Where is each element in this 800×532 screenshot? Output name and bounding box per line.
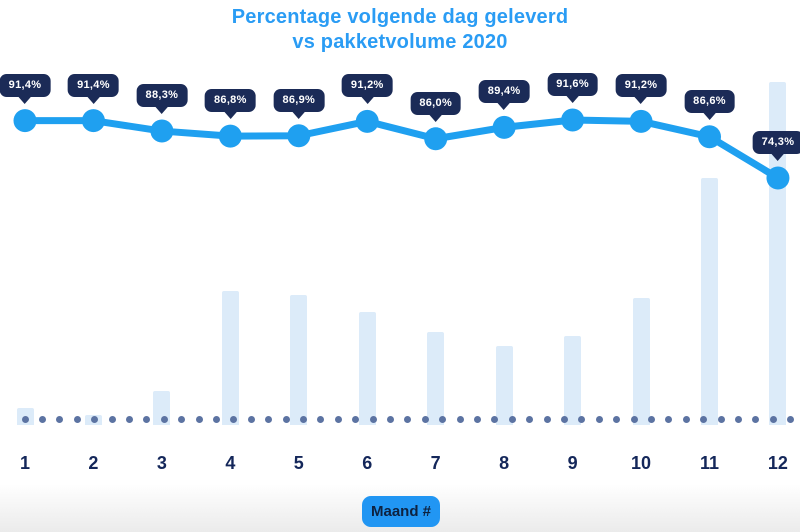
data-point-marker — [629, 109, 653, 133]
data-point-marker — [81, 109, 105, 133]
baseline-dot — [247, 415, 255, 423]
x-axis-title-label: Maand # — [370, 503, 431, 520]
value-tooltip: 91,2% — [341, 74, 393, 98]
data-point-marker — [424, 127, 448, 151]
value-tooltip: 86,8% — [204, 89, 256, 113]
baseline-dot — [491, 415, 499, 423]
value-tooltip: 91,6% — [547, 73, 598, 96]
baseline-dot — [456, 415, 464, 423]
baseline-dot — [21, 415, 29, 423]
baseline-dot — [317, 415, 325, 423]
x-axis-label: 10 — [631, 453, 652, 473]
volume-bar — [701, 178, 718, 425]
baseline-dot — [212, 415, 220, 423]
baseline-dot — [282, 415, 290, 423]
baseline-dot — [682, 415, 690, 423]
baseline-dot — [160, 415, 168, 423]
data-point-marker — [766, 166, 790, 190]
baseline-dot — [195, 415, 203, 423]
baseline-dot — [73, 415, 81, 423]
baseline-dot — [560, 415, 568, 423]
baseline-dot — [108, 415, 116, 423]
data-point-marker — [150, 119, 174, 143]
baseline-dot — [230, 415, 238, 423]
data-point-marker — [218, 124, 242, 148]
baseline-dot — [613, 415, 621, 423]
baseline-dot — [717, 415, 725, 423]
baseline-dot — [769, 415, 777, 423]
x-axis-label: 8 — [499, 453, 510, 473]
baseline-dot — [595, 415, 603, 423]
baseline-dot — [178, 415, 186, 423]
chart-title-line1: Percentage volgende dag geleverd — [231, 6, 569, 28]
baseline-dot — [665, 415, 673, 423]
x-axis-label: 3 — [156, 453, 167, 473]
baseline-dot — [56, 415, 64, 423]
chart-title: Percentage volgende dag geleverd vs pakk… — [0, 5, 800, 55]
baseline-dot — [630, 415, 638, 423]
value-tooltip: 86,6% — [684, 89, 735, 113]
trend-line — [21, 116, 782, 182]
baseline-dot — [143, 415, 151, 423]
baseline-dot — [543, 415, 551, 423]
volume-bar — [221, 291, 239, 425]
volume-bar — [564, 335, 582, 425]
data-point-marker — [287, 124, 311, 148]
data-point-marker — [698, 125, 721, 149]
baseline-dot — [421, 415, 429, 423]
baseline-dot — [91, 415, 99, 423]
baseline-dot — [647, 415, 655, 423]
baseline-dot — [352, 415, 360, 423]
value-tooltip: 86,9% — [273, 88, 325, 112]
x-axis-label: 6 — [362, 453, 373, 473]
baseline-dot — [526, 415, 534, 423]
x-axis-label: 5 — [293, 453, 304, 473]
baseline-dot — [734, 415, 742, 423]
data-point-marker — [13, 109, 37, 133]
baseline-dot — [38, 415, 46, 423]
value-tooltip: 89,4% — [478, 80, 530, 104]
x-axis-label: 1 — [19, 453, 31, 473]
value-tooltip: 91,4% — [68, 73, 119, 97]
data-point-marker — [561, 108, 585, 132]
baseline-dot — [700, 415, 708, 423]
x-axis-title-badge: Maand # — [362, 496, 440, 527]
value-tooltip: 91,2% — [615, 74, 667, 98]
data-point-marker — [355, 109, 379, 133]
x-axis-label: 9 — [567, 453, 578, 473]
baseline-dot — [334, 415, 342, 423]
baseline-dot — [508, 415, 516, 423]
x-axis-label: 12 — [767, 453, 788, 473]
volume-bar — [632, 298, 650, 425]
x-axis-label: 2 — [88, 453, 99, 473]
baseline-dot — [125, 415, 133, 423]
volume-bar — [495, 346, 513, 425]
value-tooltip: 74,3% — [752, 130, 800, 154]
x-axis-label: 4 — [225, 453, 236, 473]
baseline-dot — [265, 415, 273, 423]
x-axis-label: 11 — [699, 453, 720, 473]
value-tooltip: 88,3% — [136, 84, 188, 108]
baseline-dot — [752, 415, 760, 423]
chart-title-line2: vs pakketvolume 2020 — [292, 31, 508, 53]
baseline-dot — [369, 415, 377, 423]
value-tooltip: 91,4% — [0, 73, 51, 97]
volume-bar — [427, 332, 445, 425]
x-axis-label: 7 — [430, 453, 441, 473]
data-point-marker — [492, 115, 516, 139]
baseline-dot — [439, 415, 447, 423]
baseline-dot — [787, 415, 795, 423]
baseline-dot — [386, 415, 394, 423]
baseline-dot — [299, 415, 307, 423]
baseline-dot — [578, 415, 586, 423]
volume-bar — [290, 294, 308, 425]
baseline-dot — [404, 415, 412, 423]
volume-bar — [358, 311, 376, 425]
baseline-dot — [473, 415, 481, 423]
value-tooltip: 86,0% — [410, 91, 462, 115]
